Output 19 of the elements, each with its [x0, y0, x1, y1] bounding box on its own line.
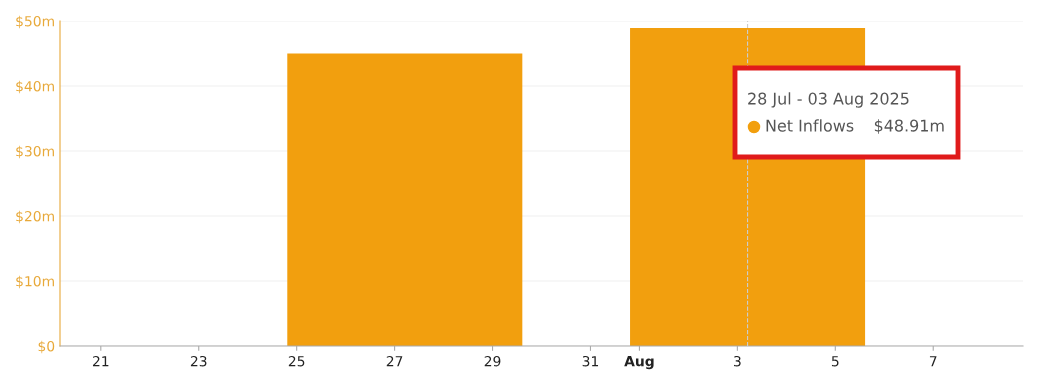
x-tick-label: 23 [190, 355, 207, 367]
y-tick-label: $20m [16, 210, 54, 224]
x-tick-label: 3 [734, 355, 741, 367]
y-tick-label: $30m [16, 145, 54, 159]
y-tick-label: $50m [16, 15, 54, 29]
legend-label: Net Inflows [766, 119, 854, 132]
x-tick-label: 21 [92, 355, 109, 367]
y-tick-label: $0 [38, 340, 55, 354]
text: $48.91m [874, 119, 944, 134]
x-tick-label: 7 [929, 356, 937, 367]
x-tick-label: 27 [386, 355, 403, 367]
x-tick-label: Aug [624, 356, 654, 370]
x-tick-label: 31 [582, 355, 599, 367]
x-tick-label: 5 [831, 356, 839, 367]
y-tick-label: $40m [16, 80, 54, 94]
annotation: 28 Jul - 03 Aug 2025 [748, 92, 909, 108]
x-tick-label: 29 [484, 355, 501, 367]
y-tick-label: $10m [16, 275, 54, 289]
x-tick-label: 25 [288, 355, 305, 367]
